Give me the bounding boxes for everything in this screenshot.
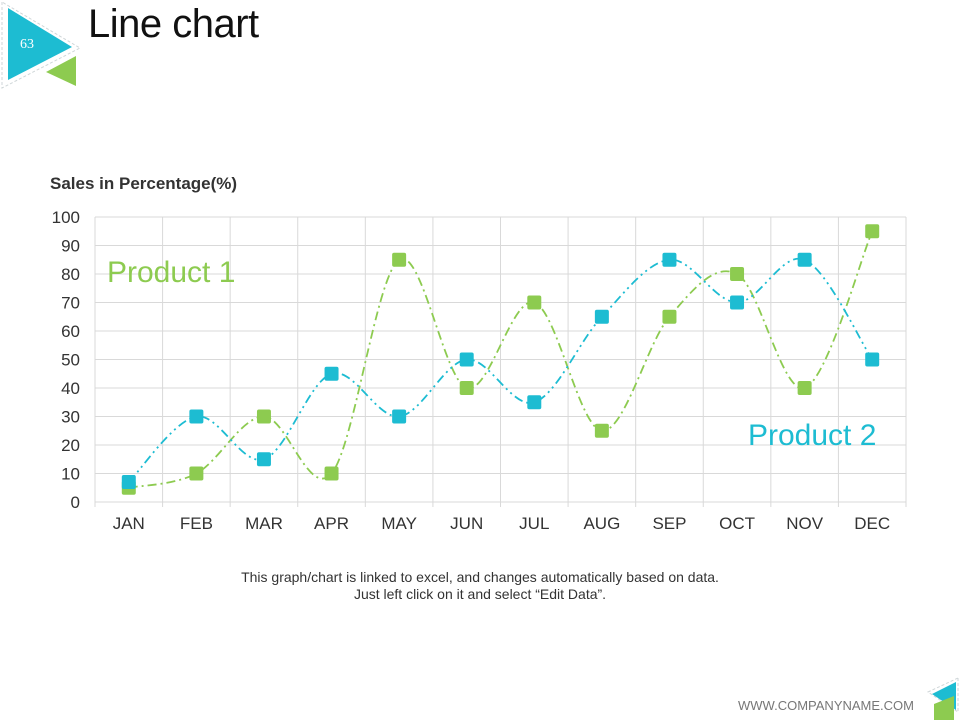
x-tick-label: OCT [719,514,755,533]
x-tick-label: DEC [854,514,890,533]
data-point-product-2[interactable] [256,452,271,467]
x-tick-label: JAN [113,514,145,533]
corner-decoration [926,677,959,720]
y-tick-label: 70 [61,294,80,313]
chart-grid [94,216,907,507]
series-line-product-1[interactable] [128,230,874,489]
x-tick-label: MAY [381,514,417,533]
data-point-product-1[interactable] [730,267,745,281]
data-point-product-2[interactable] [189,409,204,424]
page-number: 63 [20,37,34,52]
y-tick-label: 80 [61,265,80,284]
page-number-badge [1,1,82,89]
chart-title: Sales in Percentage(%) [50,174,237,193]
x-tick-label: MAR [245,514,283,533]
y-tick-label: 0 [71,493,80,512]
data-point-product-1[interactable] [256,409,271,424]
x-tick-label: NOV [786,514,824,533]
legend-product-2: Product 2 [748,419,876,452]
data-point-product-2[interactable] [730,295,745,310]
y-tick-label: 100 [52,208,80,227]
data-point-product-1[interactable] [865,224,880,239]
y-tick-label: 40 [61,379,80,398]
data-point-product-1[interactable] [459,381,474,395]
y-tick-label: 30 [61,408,80,427]
data-point-product-1[interactable] [594,423,609,438]
data-point-product-1[interactable] [324,466,339,481]
legend-product-1: Product 1 [107,256,235,289]
y-tick-label: 60 [61,322,80,341]
x-tick-label: AUG [583,514,620,533]
x-tick-label: APR [314,514,349,533]
series-markers [121,224,880,495]
data-point-product-1[interactable] [189,466,204,481]
data-point-product-2[interactable] [662,252,677,267]
data-point-product-2[interactable] [324,366,339,381]
y-tick-label: 90 [61,237,80,256]
x-tick-label: JUN [450,514,483,533]
data-point-product-2[interactable] [527,395,542,410]
data-point-product-2[interactable] [392,409,407,424]
note-line-1: This graph/chart is linked to excel, and… [241,569,719,585]
y-tick-label: 10 [61,465,80,484]
note-line-2: Just left click on it and select “Edit D… [353,586,607,602]
y-tick-label: 50 [61,351,80,370]
x-tick-label: JUL [519,514,549,533]
data-point-product-2[interactable] [459,352,474,367]
data-point-product-2[interactable] [121,475,136,490]
y-tick-label: 20 [61,436,80,455]
data-point-product-1[interactable] [527,295,542,310]
x-tick-label: SEP [652,514,686,533]
data-point-product-1[interactable] [662,309,677,324]
data-point-product-2[interactable] [865,352,880,367]
data-point-product-2[interactable] [797,252,812,267]
x-axis: JAN FEB MAR APR MAY JUN JUL AUG SEP OCT NOV DEC [113,514,890,533]
footer-url[interactable]: WWW.COMPANYNAME.COM [738,698,914,713]
y-axis: 0 10 20 30 40 50 60 70 80 90 100 [52,208,80,512]
x-tick-label: FEB [180,514,213,533]
slide-title: Line chart [88,2,259,46]
data-point-product-1[interactable] [797,381,812,395]
data-point-product-1[interactable] [392,252,407,267]
chart-note: This graph/chart is linked to excel, and… [0,569,960,603]
data-point-product-2[interactable] [594,309,609,324]
line-chart[interactable]: Sales in Percentage(%) 0 10 20 30 40 50 60 70 80… [0,160,960,545]
